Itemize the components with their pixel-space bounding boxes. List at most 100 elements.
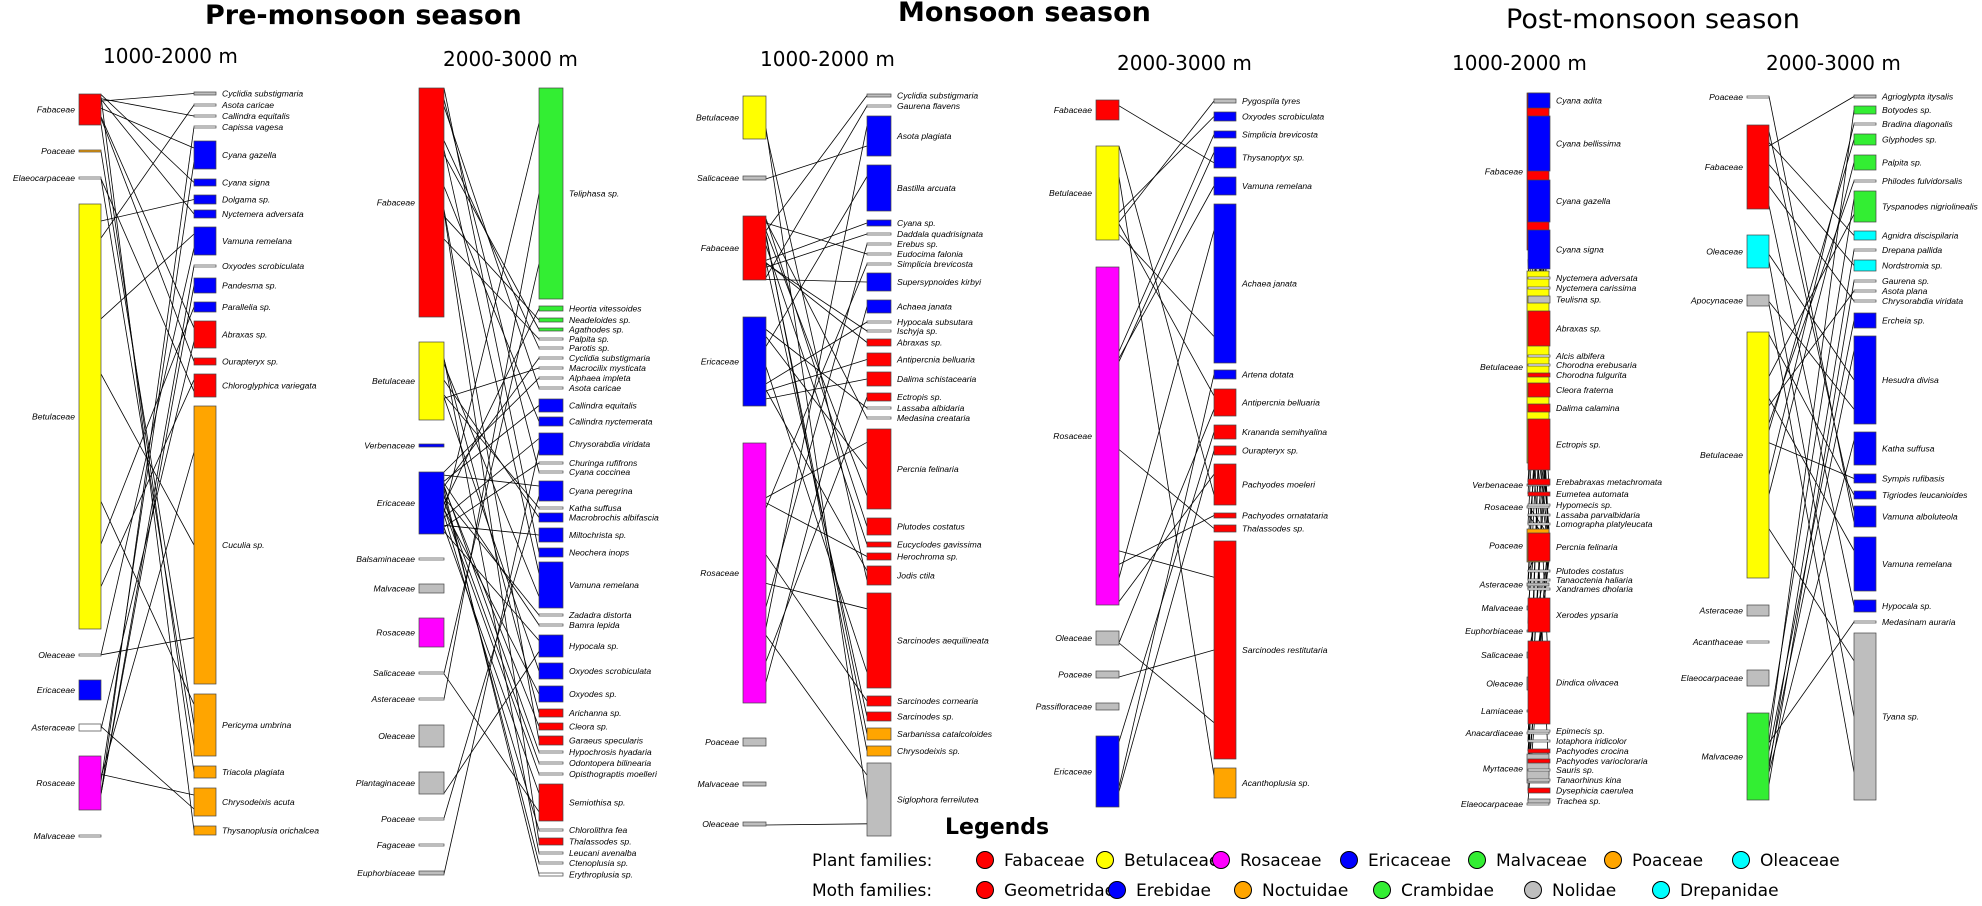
plant-label: Asteraceae <box>31 723 76 733</box>
moth-bar <box>1853 505 1877 528</box>
legend-label: Malvaceae <box>1496 851 1587 871</box>
moth-bar <box>1527 354 1551 358</box>
moth-label: Dalima calamina <box>1556 403 1620 413</box>
moth-label: Vamuna remelana <box>569 580 639 590</box>
moth-bar <box>193 825 217 836</box>
moth-bar <box>538 872 564 877</box>
moth-bar <box>1527 640 1551 725</box>
moth-bar <box>1527 739 1551 743</box>
moth-bar <box>193 91 217 96</box>
moth-label: Abraxas sp. <box>221 330 267 340</box>
moth-label: Asota caricae <box>221 100 274 110</box>
moth-bar <box>1853 105 1877 115</box>
interaction-link <box>100 161 195 782</box>
moth-bar <box>538 376 564 380</box>
moth-label: Eucyclodes gavissima <box>897 540 982 550</box>
moth-bar <box>1527 787 1551 794</box>
legend-swatch <box>1524 881 1542 899</box>
moth-label: Callindra equitalis <box>222 111 291 121</box>
network-panel: Poaceae Fabaceae Oleaceae Apocynaceae Betula… <box>1681 92 1979 801</box>
altitude-title-pre-low: 1000-2000 m <box>103 44 238 68</box>
interaction-link <box>1768 96 1855 147</box>
moth-bar <box>866 406 892 410</box>
interaction-link <box>1768 301 1855 410</box>
interaction-link <box>1768 528 1855 662</box>
moth-bar <box>1853 94 1877 99</box>
plant-label: Poaceae <box>1709 92 1743 102</box>
interaction-link <box>1118 550 1215 578</box>
plant-bar <box>418 583 445 594</box>
interaction-link <box>100 774 195 796</box>
moth-label: Hypocala subsutara <box>897 317 973 327</box>
interaction-link <box>1118 152 1215 362</box>
moth-bar <box>538 708 564 718</box>
moth-label: Ourapteryx sp. <box>222 357 278 367</box>
moth-bar <box>1853 632 1877 801</box>
moth-bar <box>1853 248 1877 252</box>
moth-bar <box>538 685 564 703</box>
moth-bar <box>538 828 564 832</box>
moth-label: Achaea janata <box>1241 279 1297 289</box>
moth-bar <box>1527 758 1551 764</box>
moth-label: Chloroglyphica variegata <box>222 381 317 391</box>
moth-label: Vamuna remelana <box>222 236 292 246</box>
legend-label: Oleaceae <box>1760 851 1840 871</box>
moth-bar <box>866 252 892 256</box>
interaction-link <box>1118 185 1215 359</box>
moth-bar <box>538 634 564 658</box>
interaction-link <box>100 452 195 778</box>
moth-bar <box>866 164 892 212</box>
interaction-link <box>765 502 868 557</box>
moth-bar <box>538 561 564 609</box>
legend-label: Noctuidae <box>1262 881 1349 901</box>
plant-bar <box>418 697 445 701</box>
moth-label: Artena dotata <box>1241 370 1294 380</box>
interaction-link <box>443 357 540 487</box>
moth-label: Teliphasa sp. <box>569 189 619 199</box>
moth-label: Katha suffusa <box>569 503 622 513</box>
moth-label: Agathodes sp. <box>568 325 624 335</box>
interaction-link <box>1768 442 1855 479</box>
plant-bar <box>1095 99 1120 121</box>
moth-bar <box>193 373 217 398</box>
plant-bar <box>742 175 767 181</box>
moth-label: Erebus sp. <box>897 239 938 249</box>
moth-bar <box>866 727 892 741</box>
interaction-link <box>443 140 540 349</box>
interaction-link <box>765 279 868 283</box>
moth-bar <box>193 264 217 268</box>
moth-bar <box>866 371 892 387</box>
moth-label: Pygospila tyres <box>1242 96 1301 106</box>
moth-bar <box>1213 98 1237 104</box>
moth-label: Palpita sp. <box>569 334 609 344</box>
legend-swatch <box>1373 881 1391 899</box>
interaction-link <box>100 637 195 656</box>
interaction-link <box>443 238 540 340</box>
moth-label: Palpita sp. <box>1882 158 1922 168</box>
interaction-link <box>443 209 540 741</box>
moth-bar <box>538 512 564 523</box>
plant-bar <box>418 817 445 821</box>
plant-label: Rosaceae <box>700 568 739 578</box>
plant-label: Apocynaceae <box>1690 296 1743 306</box>
moth-bar <box>1527 532 1551 562</box>
interaction-link <box>1768 131 1855 512</box>
plant-bar <box>742 95 767 140</box>
moth-bar <box>1853 289 1877 293</box>
moth-label: Hypocala sp. <box>1882 601 1932 611</box>
interaction-link <box>765 378 868 400</box>
interaction-link <box>765 245 868 545</box>
moth-label: Alphaea impleta <box>568 373 631 383</box>
interaction-link <box>765 234 868 752</box>
moth-label: Tanaorhinus kina <box>1556 775 1621 785</box>
moth-label: Oxyodes scrobiculata <box>569 666 651 676</box>
moth-bar <box>866 320 892 324</box>
moth-label: Cleora fraterna <box>1556 385 1614 395</box>
moth-bar <box>1213 463 1237 506</box>
moth-bar <box>1527 729 1551 733</box>
moth-label: Botyodes sp. <box>1882 105 1932 115</box>
interaction-link <box>100 104 195 239</box>
moth-label: Chrysodeixis acuta <box>222 797 295 807</box>
interaction-link <box>100 341 195 730</box>
moth-label: Chorodna erebusaria <box>1556 360 1637 370</box>
